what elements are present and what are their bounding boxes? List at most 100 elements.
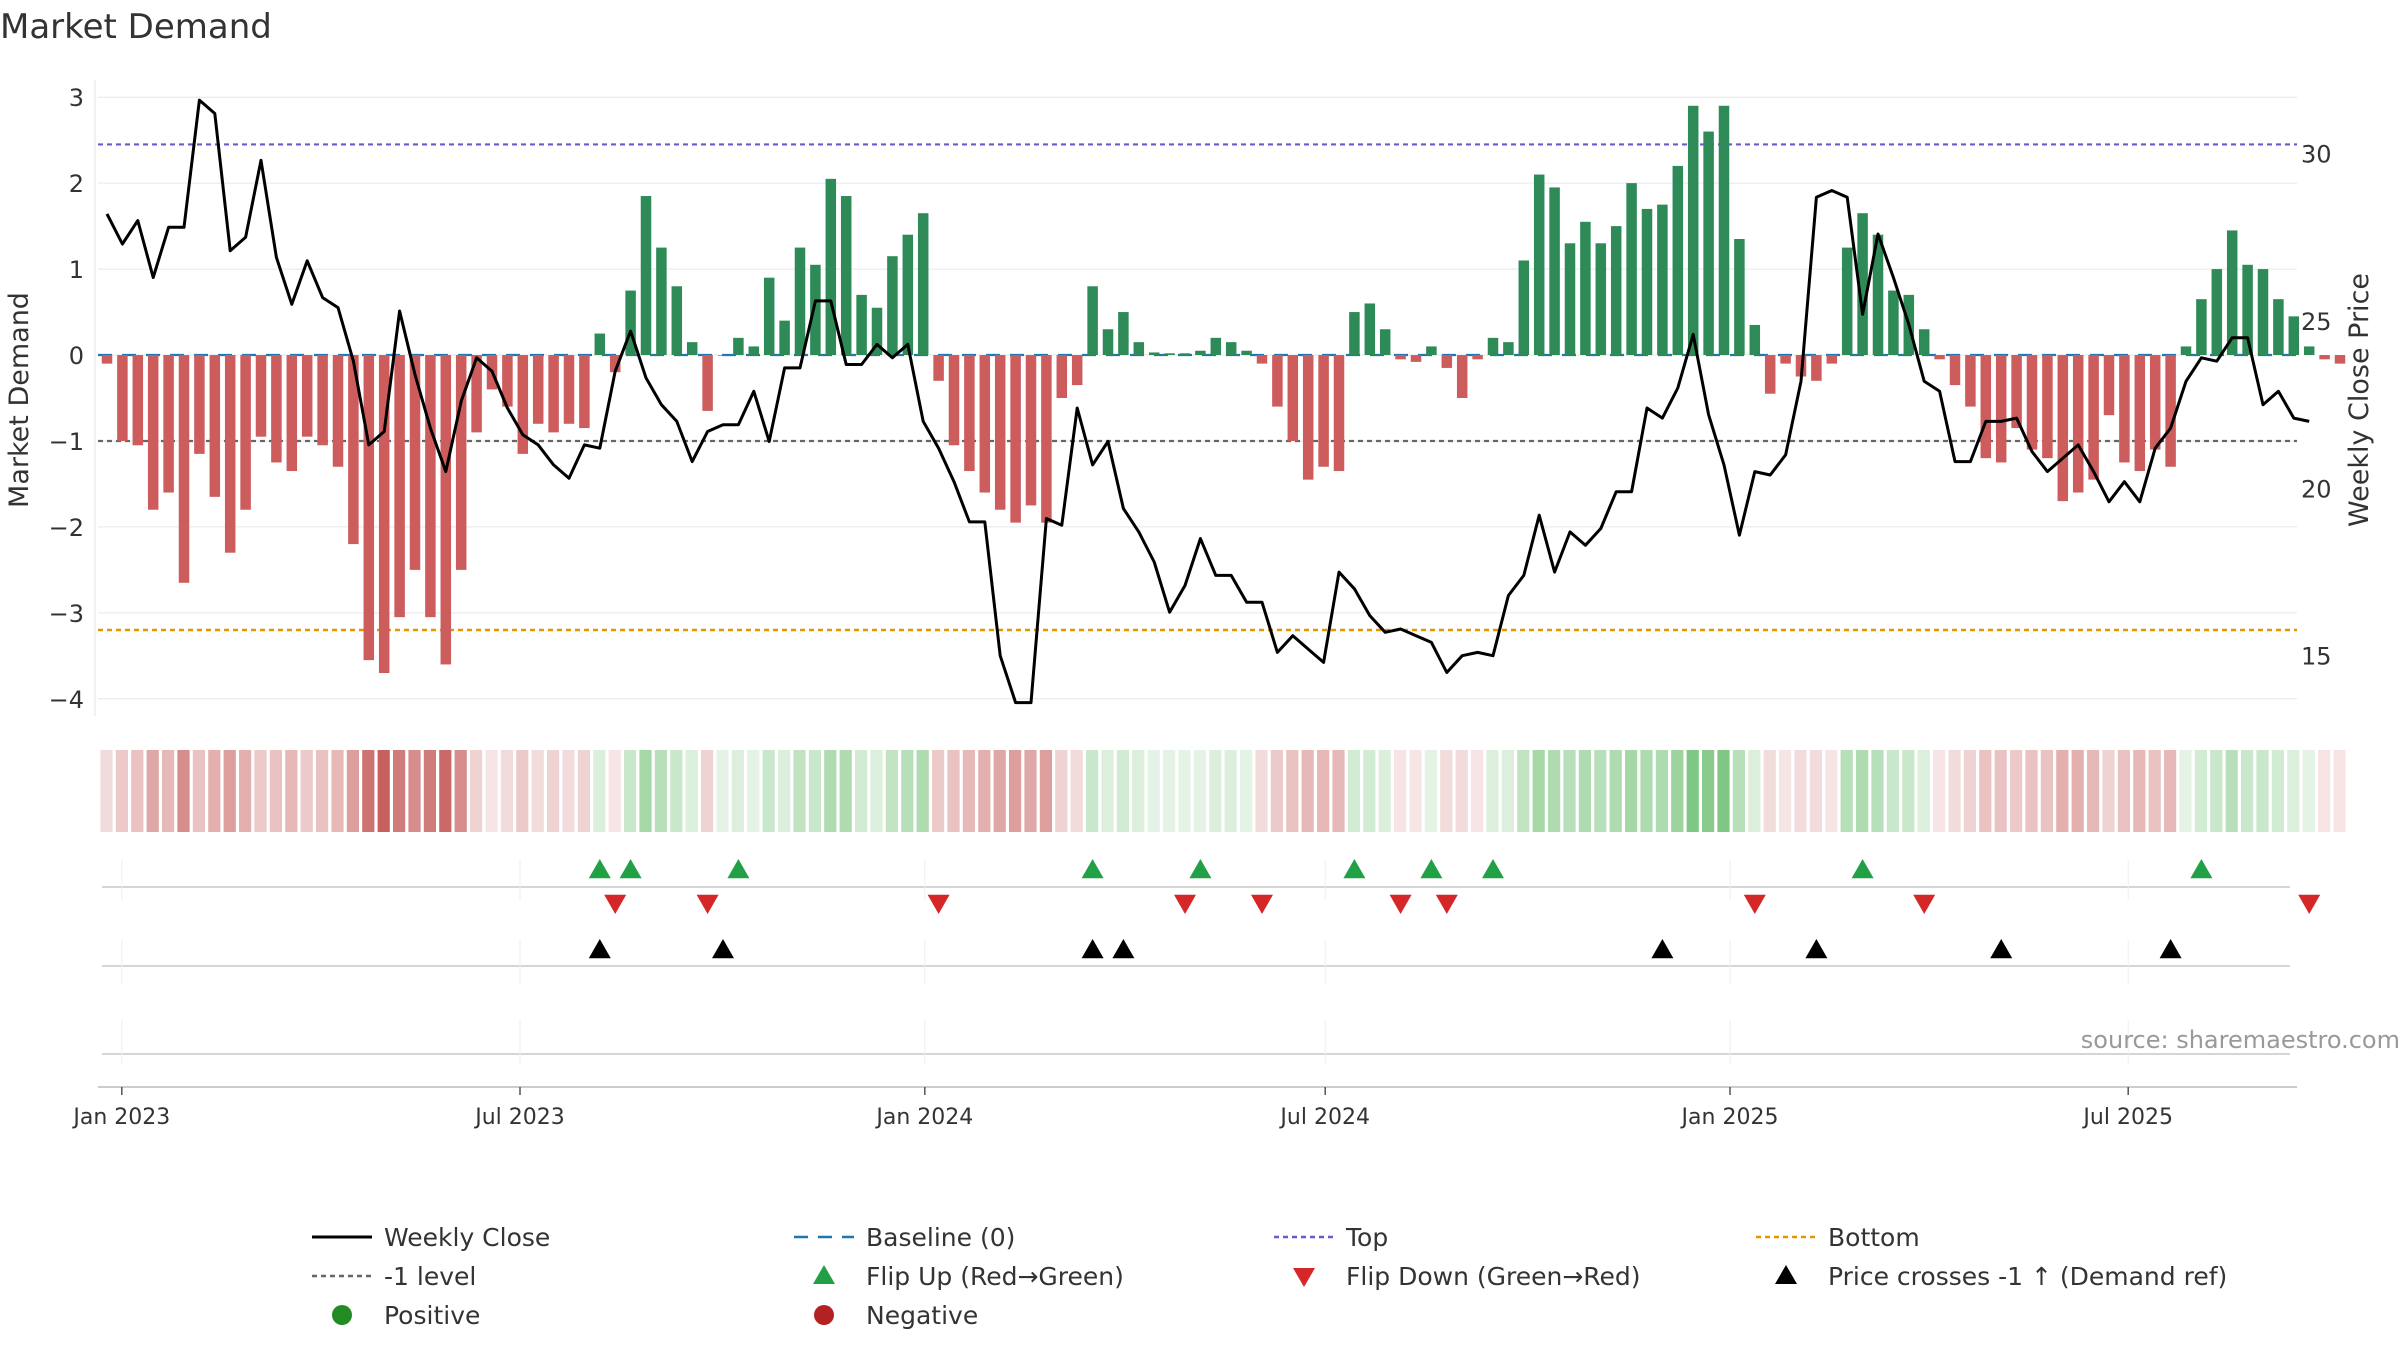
strip-cell xyxy=(608,750,621,832)
demand-bar xyxy=(1041,355,1052,523)
demand-bar xyxy=(2334,355,2346,364)
strip-cell xyxy=(177,750,190,832)
legend-swatch xyxy=(1293,1268,1315,1287)
demand-bar xyxy=(2057,355,2069,502)
strip-cell xyxy=(2117,750,2130,832)
strip-cell xyxy=(1394,750,1407,832)
demand-bar xyxy=(1888,290,1899,356)
strip-cell xyxy=(223,750,236,832)
strip-cell xyxy=(2271,750,2284,832)
strip-cell xyxy=(2256,750,2269,832)
strip-cell xyxy=(747,750,760,832)
demand-bar xyxy=(1918,329,1930,356)
demand-bar xyxy=(1379,329,1391,356)
flip-down-marker xyxy=(1743,894,1766,914)
demand-bar xyxy=(2042,355,2053,459)
demand-bar xyxy=(948,355,960,446)
strip-cell xyxy=(901,750,914,832)
strip-cell xyxy=(1086,750,1099,832)
strip-cell xyxy=(2025,750,2038,832)
demand-bar xyxy=(1056,355,1068,398)
y-axis-label: Market Demand xyxy=(4,292,35,508)
demand-bar xyxy=(871,307,883,356)
strip-cell xyxy=(2102,750,2115,832)
demand-bar xyxy=(1841,247,1853,356)
strip-cell xyxy=(1163,750,1176,832)
demand-bar xyxy=(1410,355,1422,362)
x-axis: Jan 2023 Jul 2023 Jan 2024 Jul 2024 Jan 2025… xyxy=(71,1086,2297,1130)
demand-bar xyxy=(1518,260,1530,356)
demand-bar xyxy=(1580,221,1591,356)
demand-bar xyxy=(1610,226,1622,356)
y-tick-label: −3 xyxy=(49,600,84,628)
strip-cell xyxy=(2164,750,2177,832)
strip-cell xyxy=(731,750,744,832)
demand-bar xyxy=(1734,239,1745,356)
demand-bar xyxy=(2072,355,2084,493)
demand-bar xyxy=(317,355,328,446)
price-line-group xyxy=(105,98,2310,705)
strip-cell xyxy=(2287,750,2300,832)
y-tick-label: −1 xyxy=(49,428,84,456)
legend-item: Positive xyxy=(332,1301,480,1330)
strip-cell xyxy=(2318,750,2331,832)
strip-cell xyxy=(1794,750,1807,832)
demand-bar xyxy=(1980,355,1992,459)
y2-tick-label: 15 xyxy=(2301,643,2332,671)
demand-bar xyxy=(609,355,621,373)
strip-cell xyxy=(531,750,544,832)
strip-cell xyxy=(932,750,945,832)
price-cross-marker xyxy=(2159,939,2182,959)
legend-swatch xyxy=(332,1305,352,1325)
demand-heat-strip xyxy=(100,750,2346,832)
demand-bar xyxy=(1225,342,1237,356)
strip-cell xyxy=(1763,750,1776,832)
strip-cell xyxy=(1671,750,1684,832)
demand-bar xyxy=(2149,355,2161,450)
demand-bar xyxy=(2273,299,2284,356)
flip-down-marker xyxy=(696,894,719,914)
demand-bar xyxy=(117,355,128,441)
strip-cell xyxy=(1486,750,1499,832)
demand-bar xyxy=(964,355,975,472)
legend-label: Flip Down (Green→Red) xyxy=(1346,1262,1641,1291)
strip-cell xyxy=(1116,750,1129,832)
strip-cell xyxy=(1594,750,1607,832)
strip-cell xyxy=(2087,750,2100,832)
legend-item: Flip Up (Red→Green) xyxy=(813,1262,1124,1291)
demand-bar xyxy=(1071,355,1083,386)
flip-up-marker xyxy=(2190,859,2213,879)
demand-bar xyxy=(1995,355,2007,463)
strip-cell xyxy=(808,750,821,832)
strip-cell xyxy=(192,750,205,832)
flip-up-marker xyxy=(1851,859,1874,879)
strip-cell xyxy=(885,750,898,832)
legend-item: Flip Down (Green→Red) xyxy=(1293,1262,1641,1291)
strip-cell xyxy=(1686,750,1699,832)
strip-cell xyxy=(993,750,1006,832)
demand-bar xyxy=(517,355,529,454)
x-tick-label: Jan 2023 xyxy=(71,1105,170,1130)
flip-down-marker xyxy=(1435,894,1458,914)
strip-cell xyxy=(1132,750,1145,832)
demand-bar xyxy=(286,355,298,472)
strip-cell xyxy=(577,750,590,832)
strip-cell xyxy=(254,750,267,832)
demand-bar xyxy=(548,355,559,433)
demand-bar xyxy=(2165,355,2176,467)
strip-cell xyxy=(316,750,329,832)
demand-bar xyxy=(2257,269,2269,356)
demand-bar xyxy=(656,247,667,356)
demand-bar xyxy=(332,355,344,467)
demand-bar xyxy=(2288,316,2300,356)
strip-cell xyxy=(2056,750,2069,832)
demand-bar xyxy=(2180,346,2192,356)
strip-cell xyxy=(500,750,513,832)
strip-cell xyxy=(1948,750,1961,832)
flip-down-marker xyxy=(927,894,950,914)
y2-axis-label: Weekly Close Price xyxy=(2344,273,2375,527)
demand-bar xyxy=(348,355,359,545)
strip-cell xyxy=(1240,750,1253,832)
strip-cell xyxy=(1994,750,2007,832)
demand-bar xyxy=(825,178,837,356)
